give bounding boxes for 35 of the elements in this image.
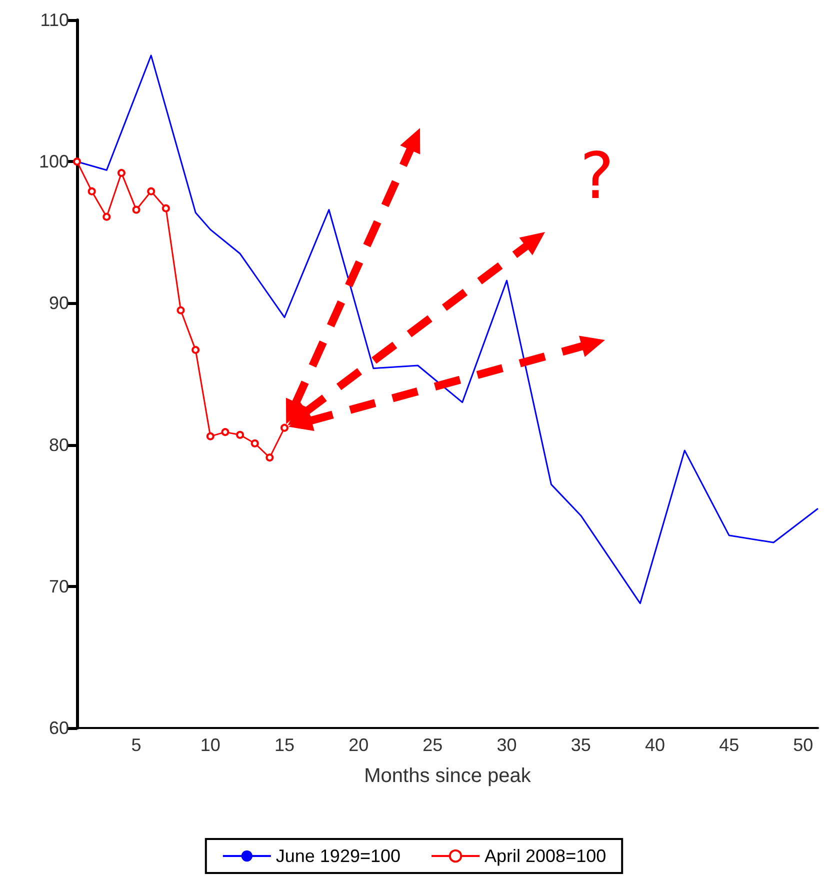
legend-label: June 1929=100 <box>276 846 401 866</box>
point <box>266 454 274 462</box>
point <box>221 428 230 436</box>
x-tick-label: 45 <box>719 735 740 755</box>
x-tick-label: 10 <box>200 735 220 755</box>
x-tick-label: 15 <box>274 735 294 755</box>
y-tick-label: 100 <box>38 152 69 172</box>
x-tick-label: 25 <box>422 735 443 755</box>
point <box>117 168 126 177</box>
x-tick-label: 30 <box>496 735 517 755</box>
x-tick-label: 40 <box>644 735 665 755</box>
x-axis-title: Months since peak <box>364 765 532 787</box>
point <box>206 432 214 440</box>
x-tick-label: 50 <box>793 735 814 755</box>
y-tick-label: 80 <box>48 434 69 455</box>
point <box>102 212 111 221</box>
point <box>176 306 185 314</box>
point <box>280 424 288 432</box>
annotation: ? <box>580 140 614 214</box>
x-tick-label: 5 <box>131 735 142 755</box>
point <box>162 204 170 212</box>
x-tick-label: 20 <box>348 735 369 755</box>
y-tick-label: 70 <box>48 576 69 596</box>
point <box>73 158 81 166</box>
x-tick-label: 35 <box>570 735 591 755</box>
legend-label: April 2008=100 <box>484 846 606 866</box>
y-tick-label: 60 <box>48 718 69 738</box>
point <box>147 187 156 196</box>
y-tick-label: 90 <box>48 293 69 314</box>
point <box>192 346 200 354</box>
point <box>250 439 259 448</box>
point <box>88 187 96 196</box>
point <box>132 206 140 214</box>
point <box>236 430 244 439</box>
y-tick-label: 110 <box>40 10 69 30</box>
